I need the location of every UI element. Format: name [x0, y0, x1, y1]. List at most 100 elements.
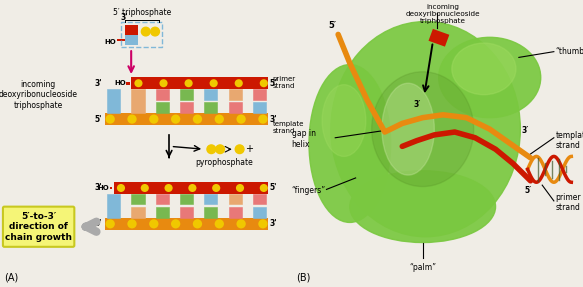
Bar [204, 194, 217, 204]
Text: (A): (A) [5, 273, 19, 283]
Circle shape [151, 27, 160, 36]
Circle shape [141, 184, 149, 192]
Circle shape [259, 79, 268, 87]
Ellipse shape [350, 171, 496, 243]
Ellipse shape [439, 37, 541, 118]
Circle shape [117, 184, 125, 192]
Bar [131, 77, 268, 89]
Circle shape [215, 219, 224, 228]
Bar [105, 218, 268, 230]
Ellipse shape [309, 65, 391, 222]
Text: 5′: 5′ [524, 186, 531, 195]
Bar [131, 207, 145, 218]
Text: HO: HO [105, 39, 117, 44]
Circle shape [210, 79, 218, 87]
Ellipse shape [452, 43, 516, 95]
Bar [156, 102, 169, 113]
Text: HO: HO [97, 185, 110, 191]
Bar [107, 89, 120, 113]
Bar [125, 35, 138, 45]
Text: 5': 5' [94, 219, 102, 228]
Bar [127, 82, 129, 85]
Bar [253, 102, 266, 113]
Circle shape [171, 115, 180, 124]
Circle shape [236, 184, 244, 192]
Bar [105, 113, 268, 125]
Text: 3': 3' [94, 183, 102, 193]
Text: gap in
helix: gap in helix [292, 129, 315, 149]
Text: “fingers”: “fingers” [292, 186, 326, 195]
Bar [229, 102, 242, 113]
Bar [117, 39, 125, 41]
Bar [204, 102, 217, 113]
Ellipse shape [382, 83, 434, 175]
Text: template
strand: template strand [556, 131, 583, 150]
Ellipse shape [331, 22, 521, 237]
Circle shape [149, 115, 159, 124]
Bar [110, 187, 113, 189]
Circle shape [149, 219, 159, 228]
Bar [204, 89, 217, 100]
Text: 5′-to-3′
direction of
chain growth: 5′-to-3′ direction of chain growth [5, 212, 72, 242]
Circle shape [193, 115, 202, 124]
Bar [229, 194, 242, 204]
Circle shape [106, 219, 115, 228]
Bar [229, 89, 242, 100]
Circle shape [212, 184, 220, 192]
Circle shape [164, 184, 173, 192]
Bar [204, 207, 217, 218]
Circle shape [188, 184, 196, 192]
Circle shape [135, 79, 142, 87]
Circle shape [160, 79, 168, 87]
Bar [125, 25, 138, 35]
Circle shape [258, 219, 268, 228]
Text: “palm”: “palm” [409, 263, 436, 272]
Bar [253, 207, 266, 218]
Bar [121, 22, 162, 47]
Circle shape [237, 219, 246, 228]
Text: HO: HO [114, 80, 127, 86]
Circle shape [237, 115, 246, 124]
Text: 3′: 3′ [521, 126, 528, 135]
Circle shape [193, 219, 202, 228]
Bar [107, 194, 120, 218]
Bar [156, 194, 169, 204]
Ellipse shape [322, 85, 366, 156]
FancyBboxPatch shape [3, 207, 75, 247]
Text: 3': 3' [270, 219, 278, 228]
Bar [180, 207, 193, 218]
Circle shape [185, 79, 192, 87]
Bar [229, 207, 242, 218]
Bar [180, 89, 193, 100]
Bar [180, 102, 193, 113]
Circle shape [259, 184, 268, 192]
Text: 3': 3' [94, 79, 102, 88]
Text: 3': 3' [121, 13, 129, 22]
Text: 5': 5' [270, 183, 277, 193]
Bar [131, 89, 145, 113]
Bar [156, 89, 169, 100]
Text: template
strand: template strand [273, 121, 304, 133]
Text: 5′ triphosphate: 5′ triphosphate [113, 8, 171, 17]
Text: +: + [245, 144, 253, 154]
Text: 5': 5' [94, 115, 102, 124]
Text: 3′: 3′ [413, 100, 420, 109]
Text: incoming
deoxyribonucleoside
triphosphate: incoming deoxyribonucleoside triphosphat… [406, 4, 480, 24]
Text: (B): (B) [296, 273, 310, 283]
Bar [429, 29, 449, 47]
Circle shape [127, 219, 136, 228]
Bar [131, 194, 145, 204]
Circle shape [234, 79, 243, 87]
Circle shape [127, 115, 136, 124]
Text: pyrophosphate: pyrophosphate [195, 158, 254, 167]
Ellipse shape [372, 72, 473, 187]
Text: 5': 5' [270, 79, 277, 88]
Text: incoming
deoxyribonucleoside
triphosphate: incoming deoxyribonucleoside triphosphat… [0, 80, 78, 110]
Bar [253, 89, 266, 100]
Circle shape [106, 115, 115, 124]
Bar [156, 207, 169, 218]
Text: 3': 3' [270, 115, 278, 124]
Circle shape [141, 27, 150, 36]
Circle shape [207, 145, 216, 154]
Circle shape [216, 145, 224, 154]
